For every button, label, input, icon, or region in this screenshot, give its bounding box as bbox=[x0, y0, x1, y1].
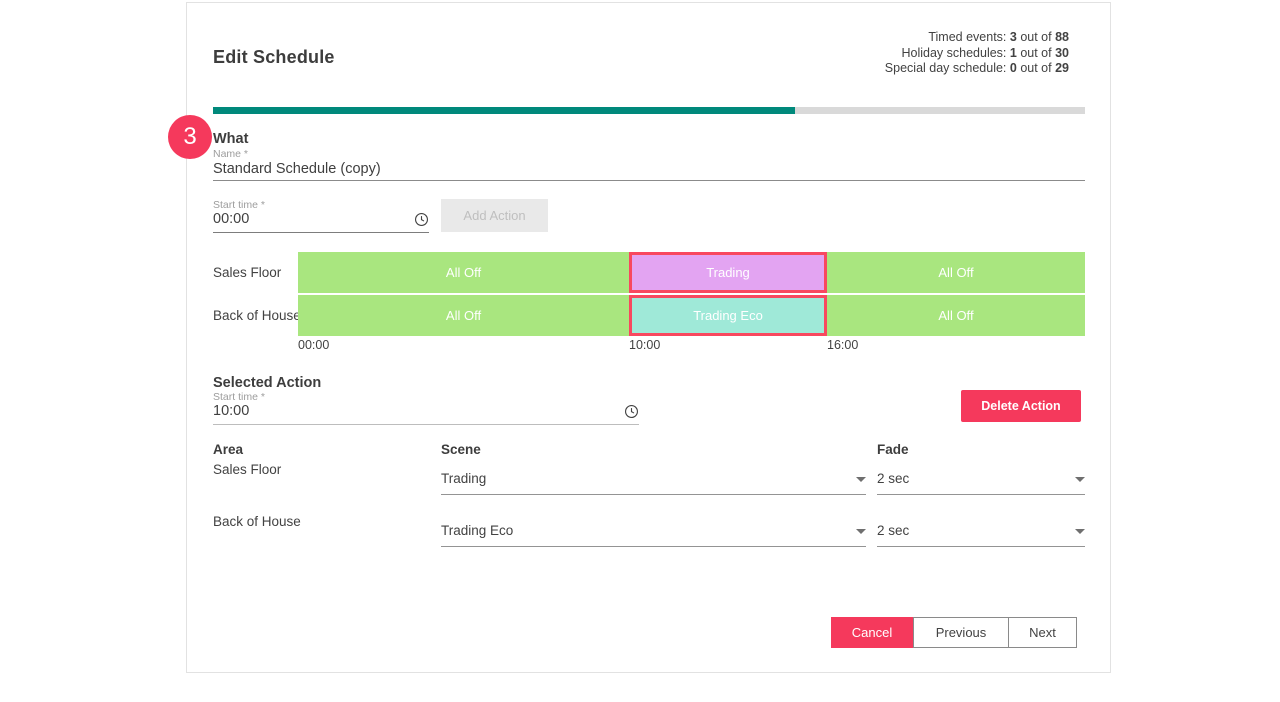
name-field-label: Name * bbox=[213, 148, 249, 160]
axis-tick: 00:00 bbox=[298, 338, 330, 352]
previous-button[interactable]: Previous bbox=[913, 617, 1009, 648]
stat-timed-events: Timed events: 3 out of 88 bbox=[928, 30, 1069, 44]
delete-action-button[interactable]: Delete Action bbox=[961, 390, 1081, 422]
area-label-sales-floor: Sales Floor bbox=[213, 462, 282, 477]
column-header-scene: Scene bbox=[441, 442, 481, 457]
timeline-segment[interactable]: All Off bbox=[827, 252, 1085, 293]
action-start-time-label: Start time * bbox=[213, 391, 265, 403]
page-title: Edit Schedule bbox=[213, 47, 335, 67]
timeline-segment-selected[interactable]: Trading Eco bbox=[629, 295, 827, 336]
add-action-button[interactable]: Add Action bbox=[441, 199, 548, 232]
axis-tick: 10:00 bbox=[629, 338, 661, 352]
start-time-field-label: Start time * bbox=[213, 199, 265, 211]
selected-action-heading: Selected Action bbox=[213, 375, 322, 391]
area-label-back-of-house: Back of House bbox=[213, 514, 301, 529]
clock-icon[interactable] bbox=[414, 212, 429, 231]
scene-select-value: Trading Eco bbox=[441, 523, 514, 538]
clock-icon[interactable] bbox=[624, 404, 639, 423]
chevron-down-icon bbox=[856, 477, 866, 482]
next-button[interactable]: Next bbox=[1009, 617, 1077, 648]
schedule-timeline: Sales Floor All Off Trading All Off Back… bbox=[187, 252, 1110, 352]
cancel-button[interactable]: Cancel bbox=[831, 617, 913, 648]
wizard-progress-bar bbox=[213, 107, 1085, 114]
stat-holiday-schedules: Holiday schedules: 1 out of 30 bbox=[901, 45, 1069, 60]
timeline-row-back-of-house: Back of House All Off Trading Eco All Of… bbox=[187, 295, 1110, 336]
scene-select-sales-floor[interactable]: Trading bbox=[441, 471, 866, 495]
scene-select-back-of-house[interactable]: Trading Eco bbox=[441, 523, 866, 547]
footer-actions: Cancel Previous Next bbox=[831, 617, 1077, 648]
what-section-heading: What bbox=[213, 131, 249, 147]
chevron-down-icon bbox=[1075, 529, 1085, 534]
edit-schedule-panel: Edit Schedule Timed events: 3 out of 88 … bbox=[168, 2, 1111, 673]
chevron-down-icon bbox=[856, 529, 866, 534]
timeline-segment-selected[interactable]: Trading bbox=[629, 252, 827, 293]
timeline-segment[interactable]: All Off bbox=[827, 295, 1085, 336]
usage-stats: Timed events: 3 out of 88 Holiday schedu… bbox=[885, 30, 1069, 77]
timeline-segment[interactable]: All Off bbox=[298, 295, 629, 336]
column-header-area: Area bbox=[213, 442, 244, 457]
fade-select-value: 2 sec bbox=[877, 523, 910, 538]
scene-select-value: Trading bbox=[441, 471, 487, 486]
stat-special-day-schedule: Special day schedule: 0 out of 29 bbox=[884, 61, 1069, 75]
start-time-value: 00:00 bbox=[213, 211, 250, 227]
wizard-progress-fill bbox=[213, 107, 795, 114]
timeline-segment[interactable]: All Off bbox=[298, 252, 629, 293]
fade-select-value: 2 sec bbox=[877, 471, 910, 486]
fade-select-sales-floor[interactable]: 2 sec bbox=[877, 471, 1085, 495]
fade-select-back-of-house[interactable]: 2 sec bbox=[877, 523, 1085, 547]
start-time-input[interactable]: 00:00 bbox=[213, 211, 429, 233]
timeline-row-sales-floor: Sales Floor All Off Trading All Off bbox=[187, 252, 1110, 293]
column-header-fade: Fade bbox=[877, 442, 909, 457]
axis-tick: 16:00 bbox=[827, 338, 859, 352]
step-number-badge: 3 bbox=[168, 115, 212, 159]
name-input[interactable]: Standard Schedule (copy) bbox=[213, 161, 1085, 181]
timeline-row-label: Sales Floor bbox=[213, 265, 282, 280]
timeline-row-label: Back of House bbox=[213, 308, 301, 323]
chevron-down-icon bbox=[1075, 477, 1085, 482]
action-start-time-value: 10:00 bbox=[213, 403, 250, 419]
action-start-time-input[interactable]: 10:00 bbox=[213, 403, 639, 425]
